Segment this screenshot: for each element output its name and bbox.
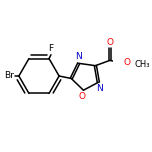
Text: O: O	[106, 38, 113, 47]
Text: CH₃: CH₃	[135, 60, 150, 69]
Text: O: O	[78, 92, 85, 101]
Text: Br: Br	[4, 71, 14, 81]
Text: N: N	[96, 84, 103, 93]
Text: F: F	[48, 44, 54, 53]
Text: O: O	[123, 58, 130, 67]
Text: N: N	[75, 52, 82, 61]
